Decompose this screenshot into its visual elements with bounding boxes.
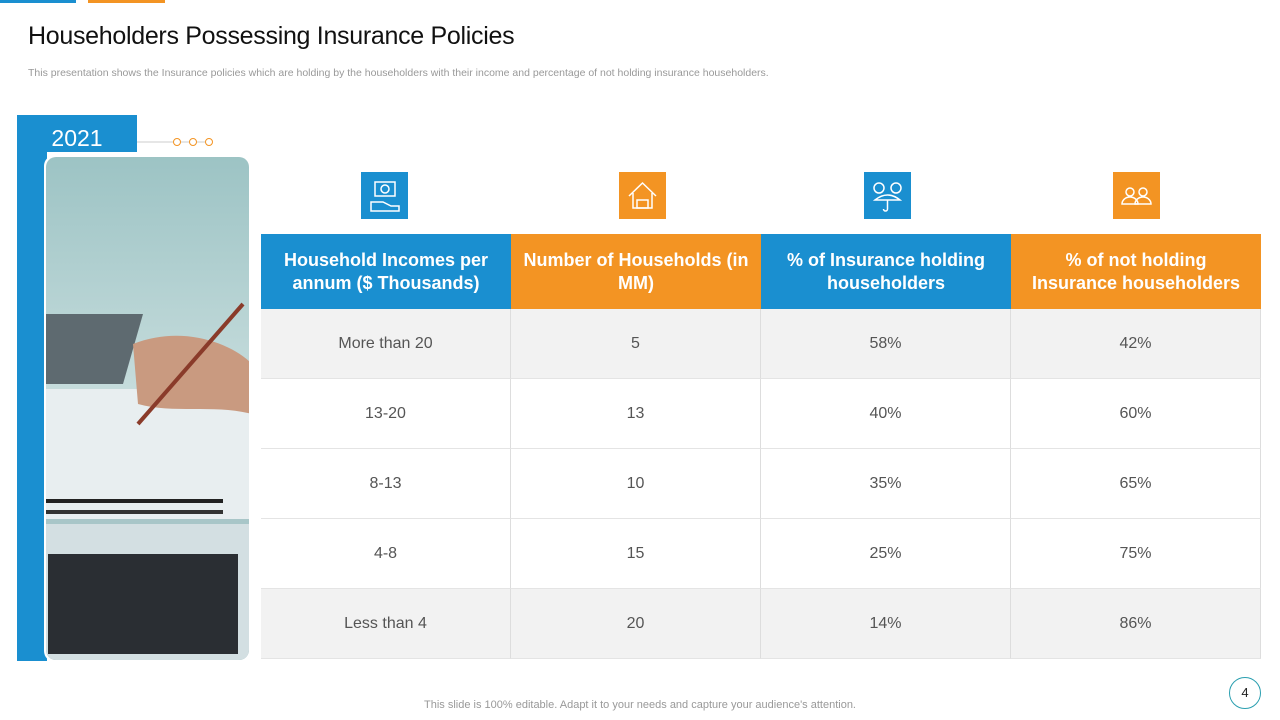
column-header: Household Incomes per annum ($ Thousands… — [261, 234, 511, 309]
title: Householders Possessing Insurance Polici… — [28, 22, 515, 50]
icon-money — [361, 172, 408, 219]
table-cell: 35% — [761, 449, 1011, 519]
table-cell: 5 — [511, 309, 761, 379]
table-cell: 60% — [1011, 379, 1261, 449]
photo — [44, 155, 251, 662]
footer: This slide is 100% editable. Adapt it to… — [424, 699, 856, 711]
icon-umbrella — [864, 172, 911, 219]
table-cell: More than 20 — [261, 309, 511, 379]
column-header: Number of Households (in MM) — [511, 234, 761, 309]
accent-bar — [0, 0, 76, 3]
table-cell: 4-8 — [261, 519, 511, 589]
subtitle: This presentation shows the Insurance po… — [28, 67, 769, 79]
table-cell: 42% — [1011, 309, 1261, 379]
icon-people — [1113, 172, 1160, 219]
table-cell: Less than 4 — [261, 589, 511, 659]
table-cell: 10 — [511, 449, 761, 519]
table-cell: 58% — [761, 309, 1011, 379]
column-header: % of not holding Insurance householders — [1011, 234, 1261, 309]
table-cell: 86% — [1011, 589, 1261, 659]
year-tab: 2021 — [17, 115, 137, 152]
table-cell: 13 — [511, 379, 761, 449]
accent-bar — [88, 0, 165, 3]
page-number: 4 — [1229, 677, 1261, 709]
connector — [137, 138, 213, 146]
table-cell: 65% — [1011, 449, 1261, 519]
icon-house — [619, 172, 666, 219]
table-cell: 14% — [761, 589, 1011, 659]
table-cell: 13-20 — [261, 379, 511, 449]
table-cell: 20 — [511, 589, 761, 659]
table-cell: 75% — [1011, 519, 1261, 589]
side-strip — [17, 115, 47, 661]
table-cell: 15 — [511, 519, 761, 589]
column-header: % of Insurance holding householders — [761, 234, 1011, 309]
table-cell: 8-13 — [261, 449, 511, 519]
table-cell: 25% — [761, 519, 1011, 589]
table-cell: 40% — [761, 379, 1011, 449]
